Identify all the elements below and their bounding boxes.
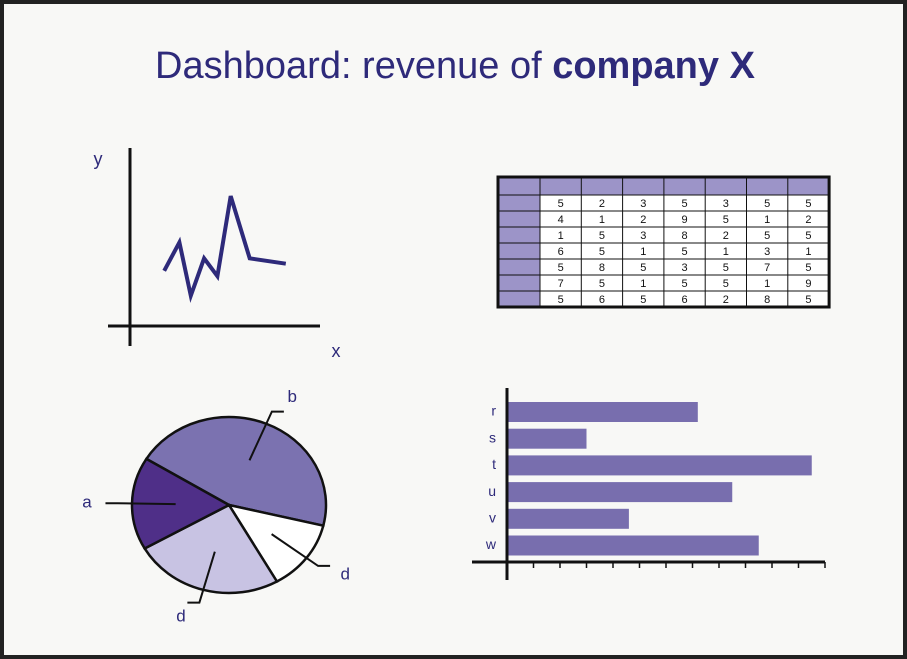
table-cell: 5 xyxy=(681,278,687,290)
title-text: Dashboard: revenue of xyxy=(155,45,542,87)
pie-label: d xyxy=(341,564,350,583)
table-cell: 3 xyxy=(764,246,770,258)
y-tick-label: s xyxy=(489,429,496,445)
table-cell: 8 xyxy=(681,230,687,242)
leader-line xyxy=(105,502,176,506)
table-cell: 2 xyxy=(723,294,729,306)
table-cell: 5 xyxy=(681,198,687,210)
table-cell: 3 xyxy=(640,230,646,242)
table-cell: 5 xyxy=(805,262,811,274)
table-cell: 5 xyxy=(805,198,811,210)
y-tick-label: v xyxy=(489,510,496,526)
table-cell: 2 xyxy=(599,198,605,210)
title: Dashboard: revenue of company X xyxy=(155,45,756,87)
leader-line xyxy=(248,410,284,461)
bar xyxy=(507,402,698,422)
y-tick-label: w xyxy=(485,536,497,552)
table-cell: 5 xyxy=(558,262,564,274)
table-cell: 5 xyxy=(599,246,605,258)
bar xyxy=(507,535,759,556)
x-axis-label: x xyxy=(332,341,341,361)
table-cell: 2 xyxy=(805,214,811,226)
table-cell: 5 xyxy=(764,230,770,242)
table-cell: 9 xyxy=(681,214,687,226)
table-cell: 5 xyxy=(723,214,729,226)
table-row-header xyxy=(498,177,540,307)
table-cell: 5 xyxy=(681,246,687,258)
y-tick-label: u xyxy=(488,483,496,499)
leader-line xyxy=(187,551,216,604)
y-axis-label: y xyxy=(94,149,103,169)
title-emphasis: company X xyxy=(552,45,755,87)
table-cell: 3 xyxy=(723,198,729,210)
table-border xyxy=(496,175,831,309)
table-cell: 1 xyxy=(640,278,646,290)
table-cell: 6 xyxy=(599,294,605,306)
table-cell: 3 xyxy=(640,198,646,210)
table-cell: 5 xyxy=(558,198,564,210)
table-cell: 9 xyxy=(805,278,811,290)
table-cell: 1 xyxy=(640,246,646,258)
table-cell: 1 xyxy=(805,246,811,258)
table-cell: 5 xyxy=(640,262,646,274)
table-cell: 8 xyxy=(764,294,770,306)
pie-label: b xyxy=(287,387,296,406)
table-cell: 5 xyxy=(599,230,605,242)
table-cell: 5 xyxy=(723,278,729,290)
leader-line xyxy=(271,533,331,567)
table-cell: 5 xyxy=(558,294,564,306)
pie-label: d xyxy=(176,606,185,625)
bar xyxy=(507,428,587,449)
bar xyxy=(507,455,812,476)
bar xyxy=(507,508,629,529)
table-cell: 5 xyxy=(640,294,646,306)
table-cell: 6 xyxy=(681,294,687,306)
table-cell: 1 xyxy=(599,214,605,226)
table-cell: 1 xyxy=(558,230,564,242)
table-cell: 7 xyxy=(764,262,770,274)
table-cell: 8 xyxy=(599,262,605,274)
table-cell: 1 xyxy=(723,246,729,258)
table-cell: 5 xyxy=(599,278,605,290)
bar xyxy=(507,482,733,503)
table-cell: 5 xyxy=(723,262,729,274)
y-tick-label: r xyxy=(491,403,496,419)
table-cell: 1 xyxy=(764,278,770,290)
line xyxy=(162,195,287,304)
table-cell: 5 xyxy=(764,198,770,210)
table-cell: 2 xyxy=(723,230,729,242)
y-tick-label: t xyxy=(492,456,496,472)
table-cell: 7 xyxy=(558,278,564,290)
table-cell: 5 xyxy=(805,230,811,242)
table-cell: 3 xyxy=(681,262,687,274)
table-cell: 4 xyxy=(558,214,564,226)
table-cell: 6 xyxy=(558,246,564,258)
table-cell: 1 xyxy=(764,214,770,226)
table-cell: 5 xyxy=(805,294,811,306)
pie-label: a xyxy=(82,492,92,511)
table-cell: 2 xyxy=(640,214,646,226)
